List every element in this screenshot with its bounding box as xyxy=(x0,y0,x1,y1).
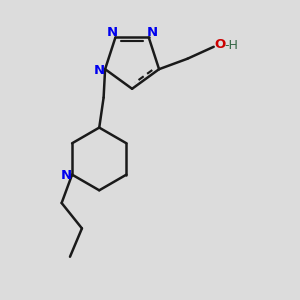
Text: N: N xyxy=(106,26,117,39)
Text: -H: -H xyxy=(224,39,238,52)
Text: O: O xyxy=(215,38,226,51)
Text: N: N xyxy=(147,26,158,39)
Text: N: N xyxy=(94,64,105,77)
Text: N: N xyxy=(61,169,72,182)
